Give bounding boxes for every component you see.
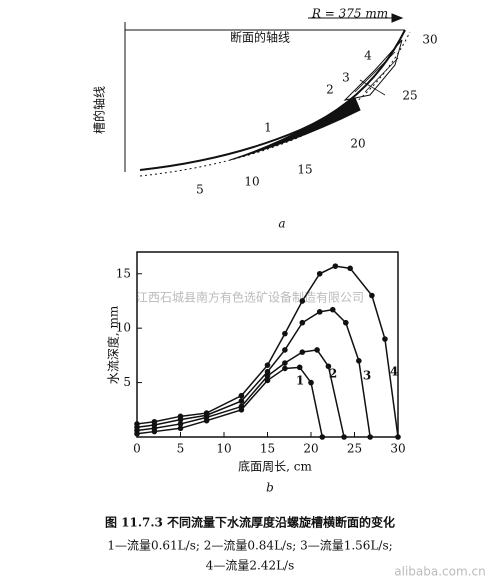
series-label: 1 — [296, 374, 304, 388]
data-point — [341, 434, 347, 440]
x-tick-label: 10 — [216, 442, 231, 456]
radius-label: R = 375 mm — [311, 7, 388, 21]
series-line — [136, 366, 324, 438]
x-tick-label: 5 — [177, 442, 185, 456]
series-label: 4 — [390, 365, 398, 379]
data-point — [367, 434, 373, 440]
x-axis-label: 底面周长, cm — [238, 459, 312, 474]
diagram-label: 3 — [342, 71, 350, 85]
y-tick-label: 10 — [116, 321, 131, 335]
data-point — [299, 349, 306, 355]
section-axis-label: 断面的轴线 — [230, 30, 290, 45]
data-point — [325, 363, 332, 370]
data-point — [264, 368, 271, 375]
trough-axis-label: 槽的轴线 — [92, 86, 107, 134]
crosshatch-lines — [354, 51, 399, 96]
data-point — [282, 347, 288, 353]
diagram-label: 2 — [326, 83, 334, 97]
caption-line: 4—流量2.42L/s — [206, 559, 295, 573]
data-point — [382, 336, 388, 342]
caption-line: 1—流量0.61L/s; 2—流量0.84L/s; 3—流量1.56L/s; — [107, 539, 392, 553]
data-point — [316, 270, 323, 277]
data-point — [347, 265, 353, 272]
data-point — [238, 403, 245, 410]
water-layer-crosshatch — [343, 39, 403, 101]
x-tick-label: 0 — [133, 442, 141, 456]
data-point — [299, 298, 306, 304]
data-point — [369, 292, 375, 299]
watermark: 江西石城县南方有色选矿设备制造有限公司 — [136, 290, 364, 305]
diagram-label: 25 — [402, 89, 417, 103]
data-point — [299, 319, 306, 326]
data-point — [282, 330, 288, 337]
x-tick-label: 15 — [260, 442, 275, 456]
data-point — [177, 421, 184, 427]
data-point — [151, 418, 158, 425]
data-point — [264, 362, 271, 368]
series-label: 2 — [329, 367, 337, 381]
diagram-label: 10 — [244, 175, 259, 189]
y-tick-label: 15 — [116, 266, 131, 280]
data-point — [308, 379, 314, 386]
data-point — [282, 360, 288, 366]
data-point — [314, 347, 320, 353]
y-tick-label: 5 — [123, 375, 131, 389]
data-point — [343, 319, 349, 326]
water-layer — [229, 97, 361, 161]
x-tick-label: 20 — [303, 442, 318, 456]
data-point — [319, 434, 326, 440]
caption-title: 图 11.7.3 不同流量下水流厚度沿螺旋槽横断面的变化 — [105, 515, 395, 530]
diagram-a — [124, 13, 411, 177]
data-point — [177, 413, 184, 420]
data-point — [332, 263, 339, 269]
data-point — [238, 392, 245, 399]
diagram-label: 4 — [364, 49, 372, 63]
diagram-sublabel: a — [278, 217, 285, 231]
y-axis-label: 水流深度, mm — [106, 305, 121, 384]
diagram-label: 5 — [196, 183, 204, 197]
data-point — [238, 398, 245, 404]
x-tick-label: 25 — [347, 442, 362, 456]
data-point — [177, 425, 184, 432]
diagram-label: 1 — [264, 121, 272, 135]
diagram-label: 15 — [297, 163, 312, 177]
data-point — [356, 358, 362, 364]
diagram-label: 30 — [422, 33, 437, 47]
data-point — [316, 309, 323, 315]
arrow-head — [391, 13, 404, 23]
data-point — [134, 421, 140, 427]
data-point — [395, 434, 401, 440]
series-label: 3 — [363, 369, 371, 383]
data-point — [264, 377, 271, 384]
x-tick-label: 30 — [390, 442, 405, 456]
diagram-label: 20 — [350, 137, 365, 151]
watermark: alibaba.com.cn — [394, 565, 485, 579]
data-point — [282, 365, 288, 372]
data-point — [264, 373, 271, 379]
chart-sublabel: b — [266, 481, 274, 495]
data-point — [329, 306, 336, 313]
series-line — [136, 265, 399, 438]
chute-surface — [139, 29, 406, 171]
data-point — [203, 410, 210, 416]
data-point — [296, 364, 303, 371]
